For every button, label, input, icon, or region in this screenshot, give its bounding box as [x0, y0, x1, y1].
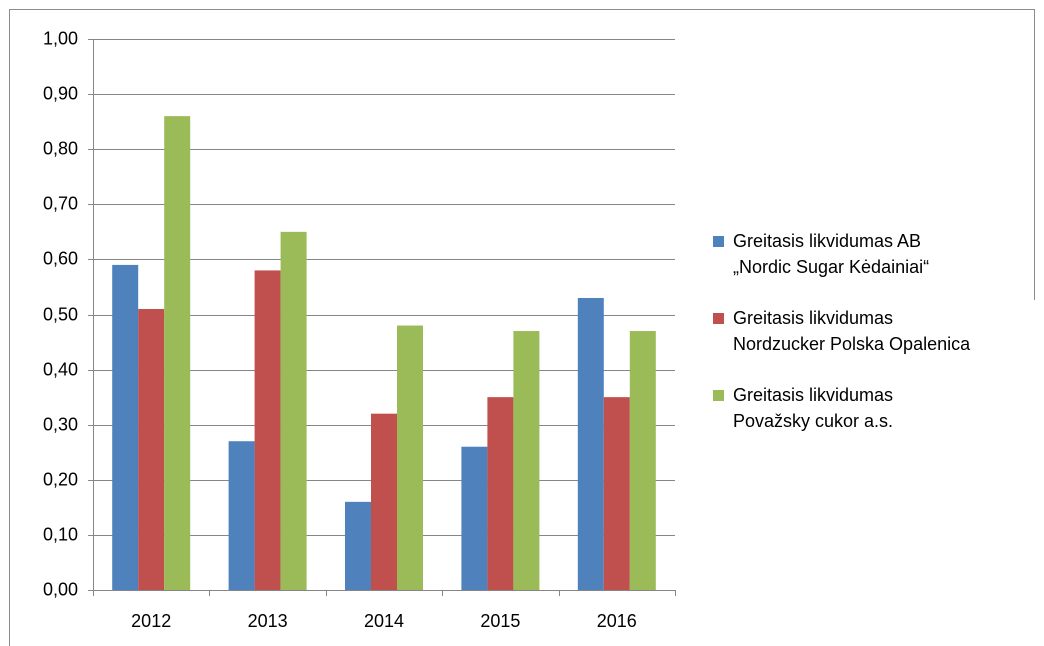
y-tick-label: 0,20 [43, 469, 78, 489]
y-tick-label: 0,70 [43, 193, 78, 213]
y-tick-label: 1,00 [43, 28, 78, 48]
bar [461, 446, 488, 590]
legend-swatch [713, 313, 724, 324]
y-tick-label: 0,80 [43, 138, 78, 158]
y-tick-label: 0,60 [43, 248, 78, 268]
y-tick-label: 0,50 [43, 304, 78, 324]
bar [577, 297, 604, 590]
bar [138, 308, 165, 590]
bar [228, 441, 255, 590]
bar [629, 331, 656, 590]
bar [112, 264, 139, 590]
bar [371, 413, 397, 590]
legend-item: Greitasis likvidumas Považsky cukor a.s. [713, 382, 975, 434]
x-tick-label: 2015 [480, 611, 520, 631]
bar [164, 116, 191, 590]
legend-swatch [713, 236, 724, 247]
legend-item: Greitasis likvidumas AB „Nordic Sugar Kė… [713, 228, 975, 280]
x-tick-label: 2014 [364, 611, 404, 631]
chart-border [9, 9, 1035, 646]
legend: Greitasis likvidumas AB „Nordic Sugar Kė… [713, 228, 975, 459]
y-tick-label: 0,90 [43, 83, 78, 103]
y-tick-label: 0,10 [43, 524, 78, 544]
y-tick-label: 0,30 [43, 414, 78, 434]
x-tick-label: 2013 [248, 611, 288, 631]
x-tick-label: 2016 [597, 611, 637, 631]
bar [603, 397, 630, 590]
legend-label: Greitasis likvidumas Nordzucker Polska O… [733, 308, 971, 354]
bar [487, 397, 514, 590]
bar [254, 270, 281, 590]
legend-label: Greitasis likvidumas AB „Nordic Sugar Kė… [733, 231, 930, 277]
bar [345, 501, 371, 590]
y-tick-label: 0,00 [43, 579, 78, 599]
legend-item: Greitasis likvidumas Nordzucker Polska O… [713, 305, 975, 357]
bar [280, 231, 307, 590]
bar [397, 325, 423, 590]
legend-label: Greitasis likvidumas Považsky cukor a.s. [733, 385, 894, 431]
legend-swatch [713, 390, 724, 401]
x-tick-label: 2012 [131, 611, 171, 631]
bar [513, 331, 540, 590]
y-tick-label: 0,40 [43, 359, 78, 379]
